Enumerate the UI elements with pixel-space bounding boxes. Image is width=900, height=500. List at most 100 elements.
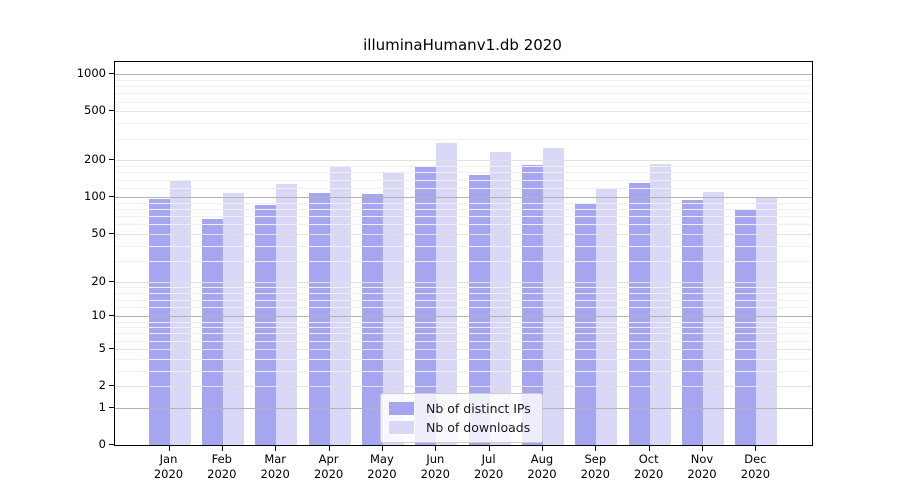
bar-nb-of-downloads-aug: [542, 147, 564, 445]
bar-nb-of-distinct-ips-apr: [308, 192, 330, 445]
gridline-800: [115, 86, 812, 88]
bar-nb-of-downloads-nov: [703, 191, 724, 445]
x-tick-label-apr: Apr 2020: [313, 452, 344, 481]
x-tick-label-sep: Sep 2020: [580, 452, 610, 481]
bar-nb-of-downloads-oct: [649, 164, 671, 445]
chart-title: illuminaHumanv1.db 2020: [363, 36, 562, 54]
x-tick-mark-may: [381, 446, 383, 451]
gridline-10: [115, 316, 812, 318]
bar-nb-of-downloads-jan: [169, 180, 191, 445]
gridline-120: [115, 187, 812, 189]
bar-nb-of-downloads-feb: [222, 193, 244, 445]
gridline-50: [115, 234, 812, 235]
x-tick-label-mar: Mar 2020: [260, 452, 290, 481]
x-tick-label-aug: Aug 2020: [527, 452, 557, 481]
gridline-18: [115, 287, 812, 288]
gridline-6: [115, 340, 812, 342]
y-tick-mark-20: [109, 280, 114, 282]
gridline-2: [115, 386, 812, 388]
y-tick-mark-1000: [109, 73, 114, 75]
x-tick-mark-sep: [595, 446, 597, 451]
gridline-60: [115, 224, 812, 226]
x-tick-mark-jul: [488, 446, 490, 451]
gridline-9: [115, 321, 812, 323]
y-tick-mark-2: [109, 385, 114, 387]
gridline-20: [115, 281, 812, 283]
y-tick-mark-1: [109, 406, 114, 408]
plot-area: Nb of distinct IPs Nb of downloads: [114, 61, 813, 446]
bar-nb-of-distinct-ips-feb: [201, 218, 223, 445]
x-tick-label-jun: Jun 2020: [420, 452, 450, 481]
bar-nb-of-distinct-ips-sep: [575, 204, 597, 445]
gridline-14: [115, 299, 812, 301]
gridline-7: [115, 333, 812, 335]
gridline-5: [115, 348, 812, 350]
gridline-8: [115, 327, 812, 329]
gridline-160: [115, 172, 812, 174]
x-tick-label-oct: Oct 2020: [634, 452, 664, 481]
y-tick-mark-5: [109, 347, 114, 349]
y-tick-mark-50: [109, 233, 114, 234]
gridline-30: [115, 260, 812, 262]
bar-nb-of-downloads-mar: [276, 184, 298, 445]
x-tick-label-nov: Nov 2020: [687, 452, 717, 481]
x-tick-label-feb: Feb 2020: [207, 452, 237, 481]
bar-nb-of-distinct-ips-aug: [521, 165, 543, 445]
gridline-500: [115, 111, 812, 113]
y-tick-label-5: 5: [98, 340, 106, 355]
gridline-200: [115, 160, 812, 162]
gridline-140: [115, 179, 812, 181]
bar-nb-of-distinct-ips-may: [361, 194, 383, 445]
gridline-3: [115, 370, 812, 372]
x-tick-mark-jan: [168, 446, 170, 451]
bar-nb-of-distinct-ips-mar: [255, 204, 277, 445]
gridline-100: [115, 197, 812, 199]
gridline-4: [115, 358, 812, 360]
gridline-600: [115, 101, 812, 103]
legend-item-distinct-ips: Nb of distinct IPs: [389, 399, 534, 418]
x-tick-mark-mar: [275, 446, 277, 451]
y-tick-label-500: 500: [84, 103, 106, 118]
bar-nb-of-downloads-apr: [329, 165, 351, 445]
y-tick-mark-10: [109, 315, 114, 317]
gridline-300: [115, 138, 812, 140]
gridline-16: [115, 293, 812, 294]
y-tick-label-50: 50: [91, 226, 106, 240]
x-tick-label-may: May 2020: [367, 452, 397, 481]
y-tick-mark-100: [109, 196, 114, 198]
x-tick-mark-aug: [542, 446, 543, 451]
x-tick-mark-feb: [221, 446, 223, 451]
legend-item-downloads: Nb of downloads: [389, 418, 534, 437]
y-tick-label-100: 100: [84, 189, 106, 204]
gridline-80: [115, 209, 812, 211]
gridline-180: [115, 166, 812, 168]
legend-swatch-downloads: [389, 421, 414, 434]
gridline-90: [115, 203, 812, 204]
legend-label-distinct-ips: Nb of distinct IPs: [426, 401, 531, 416]
bar-nb-of-downloads-may: [382, 173, 404, 445]
legend-swatch-distinct-ips: [389, 402, 414, 415]
y-tick-label-2: 2: [98, 378, 106, 393]
chart-legend: Nb of distinct IPs Nb of downloads: [380, 393, 543, 443]
y-tick-label-200: 200: [84, 152, 106, 167]
bar-nb-of-downloads-dec: [756, 197, 778, 445]
x-tick-mark-dec: [755, 446, 757, 451]
x-tick-mark-nov: [702, 446, 703, 451]
y-tick-mark-0: [109, 444, 114, 445]
gridline-40: [115, 245, 812, 247]
x-tick-label-dec: Dec 2020: [740, 452, 771, 481]
gridline-700: [115, 93, 812, 95]
gridline-70: [115, 216, 812, 218]
gridline-12: [115, 307, 812, 309]
gridline-1000: [115, 74, 812, 76]
gridline-900: [115, 79, 812, 81]
x-tick-mark-apr: [328, 446, 330, 451]
y-tick-label-20: 20: [91, 273, 106, 288]
bar-nb-of-distinct-ips-jul: [468, 175, 490, 445]
x-tick-label-jan: Jan 2020: [153, 452, 184, 481]
y-tick-label-1000: 1000: [76, 66, 106, 81]
y-tick-mark-500: [109, 110, 114, 112]
y-tick-label-10: 10: [91, 308, 106, 323]
bar-nb-of-distinct-ips-jun: [415, 166, 437, 445]
